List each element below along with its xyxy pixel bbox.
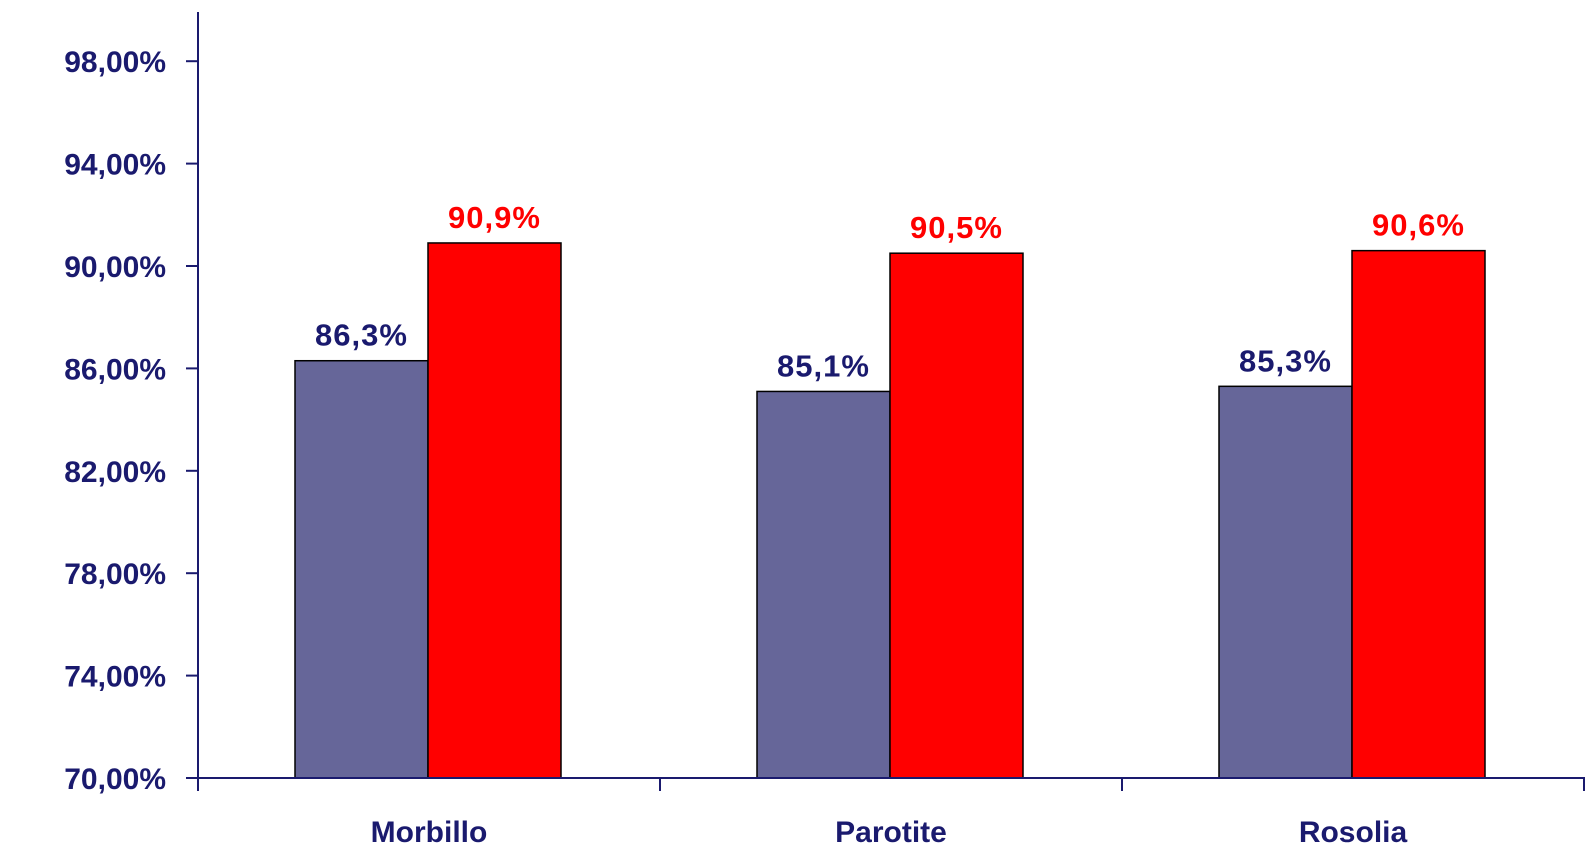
bar-morbillo-series-1 [294, 359, 429, 779]
y-tick-label: 78,00% [64, 558, 166, 591]
x-category-label: Rosolia [1299, 816, 1408, 849]
y-tick-label: 70,00% [64, 763, 166, 796]
data-label: 90,5% [910, 210, 1003, 245]
data-label: 90,6% [1372, 208, 1465, 243]
bar-rosolia-series-2 [1351, 249, 1486, 779]
data-label: 86,3% [315, 318, 408, 353]
x-category-label: Parotite [835, 816, 947, 849]
y-tick-label: 82,00% [64, 456, 166, 489]
bar-rosolia-series-1 [1218, 385, 1353, 779]
y-tick-label: 86,00% [64, 353, 166, 386]
axes [186, 12, 1585, 791]
bar-parotite-series-1 [756, 390, 891, 779]
x-category-label: Morbillo [371, 816, 488, 849]
y-tick-label: 90,00% [64, 251, 166, 284]
data-label: 85,1% [777, 348, 870, 383]
y-tick-label: 94,00% [64, 149, 166, 182]
labels-layer: 70,00% 74,00% 78,00% 82,00% 86,00% 90,00% 94,0… [64, 46, 1465, 849]
data-label: 90,9% [448, 200, 541, 235]
bar-parotite-series-2 [889, 252, 1024, 779]
y-tick-label: 74,00% [64, 661, 166, 694]
bars-layer [294, 242, 1486, 779]
bar-morbillo-series-2 [427, 242, 562, 779]
data-label: 85,3% [1239, 343, 1332, 378]
y-tick-label: 98,00% [64, 46, 166, 79]
